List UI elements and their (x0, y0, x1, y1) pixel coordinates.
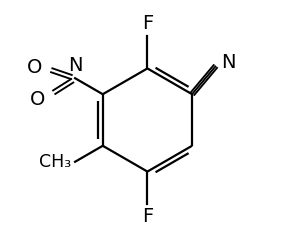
Text: F: F (142, 14, 153, 33)
Text: F: F (142, 207, 153, 226)
Text: O: O (27, 58, 42, 78)
Text: N: N (221, 53, 236, 72)
Text: O: O (30, 90, 46, 109)
Text: N: N (68, 56, 82, 75)
Text: CH₃: CH₃ (39, 153, 71, 171)
